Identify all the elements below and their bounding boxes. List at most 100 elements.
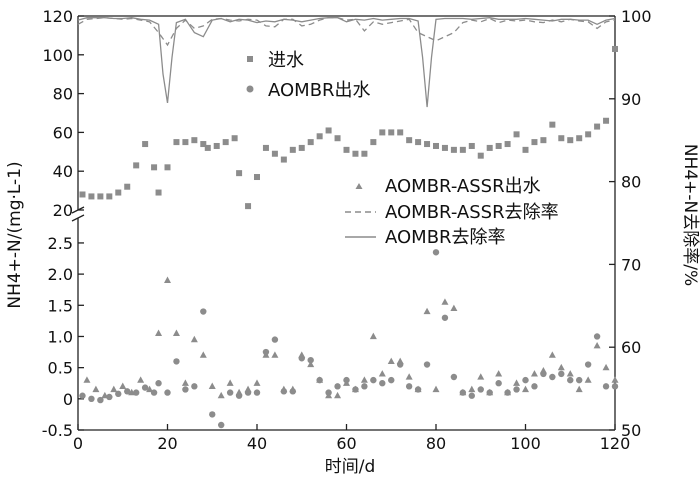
axis-break-mark: [71, 214, 85, 222]
data-point-aombr-assr-effluent: [423, 307, 431, 315]
data-point-aombr-assr-effluent: [548, 351, 556, 358]
data-point-influent: [164, 164, 171, 171]
data-point-aombr-assr-effluent: [334, 391, 342, 399]
data-point-aombr-assr-effluent: [396, 357, 404, 365]
data-point-aombr-assr-effluent: [146, 385, 154, 393]
data-point-aombr-assr-effluent: [611, 376, 619, 383]
y-tick-label-left-upper: 40: [53, 162, 73, 181]
data-point-aombr-effluent: [115, 390, 122, 398]
data-point-aombr-assr-effluent: [414, 385, 422, 393]
data-point-aombr-assr-effluent: [280, 385, 288, 393]
data-point-influent: [155, 189, 162, 196]
data-point-influent: [594, 123, 601, 130]
data-point-aombr-assr-effluent: [477, 373, 485, 380]
data-point-aombr-assr-effluent: [253, 379, 261, 386]
data-point-aombr-effluent: [173, 358, 180, 365]
data-point-aombr-effluent: [558, 370, 565, 378]
data-point-influent: [504, 141, 511, 148]
series-line-aombr-removal: [77, 17, 616, 108]
data-point-aombr-effluent: [531, 383, 538, 390]
data-point-influent: [271, 150, 278, 157]
y-tick-label-left-lower: -0.5: [42, 421, 73, 440]
data-point-influent: [424, 141, 431, 148]
x-axis-title: 时间/d: [325, 457, 376, 477]
data-point-aombr-assr-effluent: [119, 382, 127, 389]
data-point-aombr-assr-effluent: [360, 376, 368, 383]
data-point-influent: [213, 142, 220, 149]
data-point-aombr-assr-effluent: [262, 351, 270, 358]
data-point-influent: [379, 129, 386, 136]
data-point-influent: [513, 131, 520, 138]
data-point-aombr-effluent: [405, 383, 413, 390]
y-tick-label-left-upper: 120: [42, 7, 73, 26]
data-point-influent: [316, 133, 323, 140]
data-point-influent: [388, 129, 395, 136]
data-point-influent: [531, 139, 538, 146]
data-point-influent: [254, 174, 260, 181]
data-point-aombr-effluent: [593, 333, 601, 340]
data-point-aombr-assr-effluent: [378, 370, 386, 377]
data-points: [79, 45, 619, 429]
data-point-aombr-assr-effluent: [217, 391, 225, 399]
data-point-influent: [522, 146, 529, 153]
data-point-aombr-effluent: [307, 356, 314, 364]
y-tick-label-right: 70: [621, 255, 641, 274]
x-tick-label: 0: [73, 434, 83, 453]
y-tick-label-left-lower: 0.5: [48, 359, 73, 378]
data-point-aombr-assr-effluent: [351, 385, 359, 393]
data-point-influent: [495, 142, 502, 149]
data-point-aombr-assr-effluent: [155, 329, 163, 336]
y-tick-label-left-upper: 60: [53, 123, 73, 142]
data-point-influent: [200, 141, 207, 148]
data-point-aombr-assr-effluent: [486, 388, 494, 396]
data-point-aombr-assr-effluent: [190, 335, 198, 343]
data-point-aombr-assr-effluent: [459, 388, 467, 396]
data-point-aombr-effluent: [218, 421, 225, 429]
data-point-aombr-assr-effluent: [101, 391, 109, 399]
data-point-influent: [151, 164, 158, 171]
data-point-aombr-assr-effluent: [128, 388, 136, 396]
data-point-aombr-assr-effluent: [172, 329, 180, 336]
data-point-aombr-assr-effluent: [92, 385, 100, 393]
data-point-aombr-effluent: [584, 361, 592, 368]
data-point-aombr-assr-effluent: [522, 385, 529, 393]
y-tick-label-left-lower: 2.5: [48, 234, 73, 253]
data-point-aombr-effluent: [388, 376, 395, 384]
data-point-aombr-effluent: [253, 389, 261, 396]
data-point-influent: [603, 117, 610, 124]
data-point-influent: [406, 137, 413, 144]
data-point-aombr-effluent: [370, 376, 377, 384]
data-point-aombr-effluent: [513, 386, 520, 393]
data-point-influent: [459, 146, 466, 153]
data-point-aombr-effluent: [200, 308, 207, 315]
data-point-influent: [298, 144, 305, 151]
y-tick-label-left-upper: 80: [53, 85, 73, 104]
data-point-influent: [325, 127, 332, 134]
y-axis-title-right: NH4+-N去除率/%: [680, 144, 700, 286]
data-point-influent: [262, 144, 269, 151]
data-point-influent: [222, 139, 229, 146]
data-point-aombr-assr-effluent: [584, 376, 592, 383]
data-point-influent: [142, 141, 149, 148]
legend-lower: AOMBR-ASSR出水 AOMBR-ASSR去除率 AOMBR去除率: [345, 176, 559, 248]
legend-label-aombr-assr-effluent: AOMBR-ASSR出水: [385, 176, 541, 197]
data-point-influent: [558, 135, 565, 142]
data-point-aombr-assr-effluent: [137, 376, 145, 383]
data-point-influent: [441, 144, 448, 151]
data-point-influent: [280, 156, 287, 163]
data-point-influent: [450, 146, 457, 153]
data-point-aombr-assr-effluent: [244, 385, 252, 393]
y-tick-label-left-lower: 2.0: [48, 265, 73, 284]
data-point-aombr-assr-effluent: [316, 376, 324, 383]
data-point-aombr-effluent: [379, 380, 386, 387]
data-point-aombr-effluent: [450, 373, 458, 381]
data-point-influent: [343, 146, 350, 153]
data-point-influent: [370, 139, 377, 146]
data-point-aombr-assr-effluent: [208, 382, 216, 389]
data-point-aombr-effluent: [602, 383, 610, 390]
data-point-influent: [182, 139, 189, 146]
y-tick-label-left-lower: 1.5: [48, 296, 73, 315]
x-tick-label: 40: [247, 434, 267, 453]
legend-label-aombr-assr-removal: AOMBR-ASSR去除率: [385, 202, 559, 223]
